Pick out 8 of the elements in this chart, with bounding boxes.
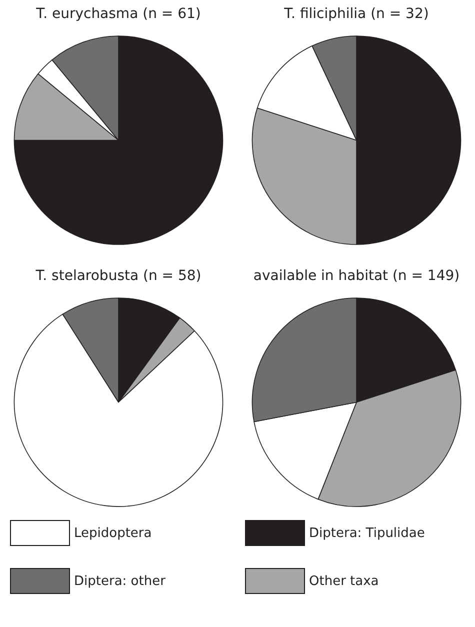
chart-title: T. stelarobusta (n = 58) xyxy=(34,268,202,284)
legend-label: Other taxa xyxy=(309,574,379,588)
chart-title: available in habitat (n = 149) xyxy=(253,268,460,284)
legend-label: Lepidoptera xyxy=(74,526,152,540)
chart-title: T. eurychasma (n = 61) xyxy=(35,6,201,22)
chart-title: T. filiciphilia (n = 32) xyxy=(283,6,429,22)
legend-label: Diptera: Tipulidae xyxy=(309,526,425,540)
legend-label: Diptera: other xyxy=(74,574,166,588)
